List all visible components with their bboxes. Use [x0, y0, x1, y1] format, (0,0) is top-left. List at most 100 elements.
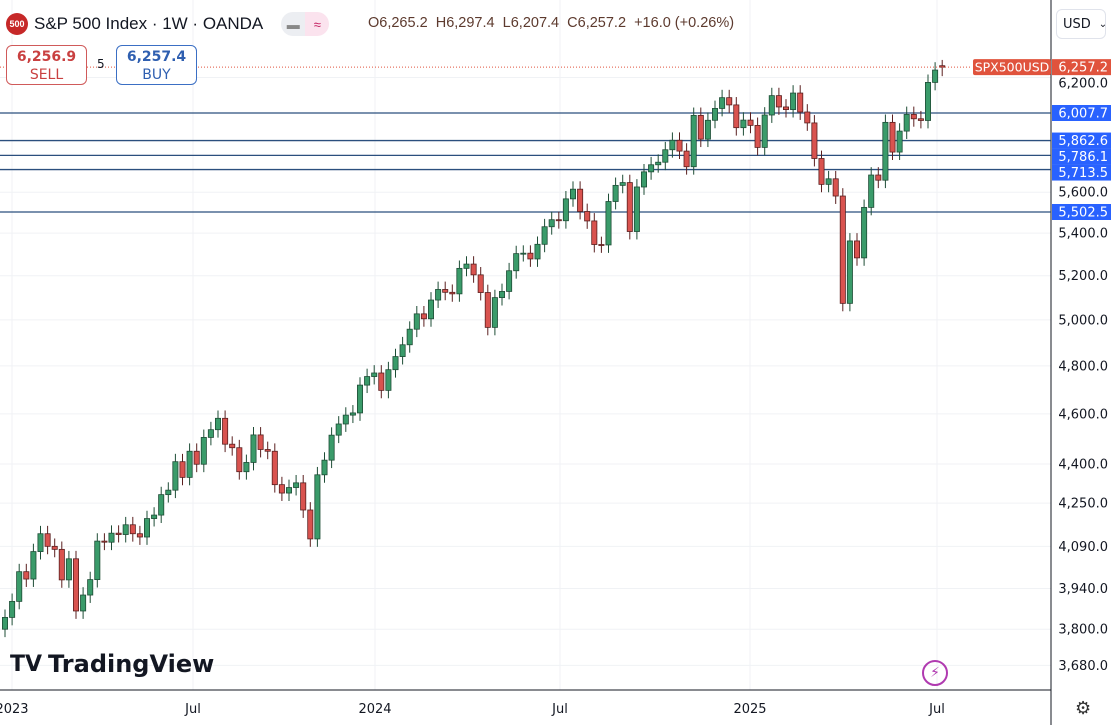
- candle[interactable]: [158, 486, 165, 523]
- candle[interactable]: [882, 114, 889, 189]
- candle[interactable]: [669, 132, 676, 158]
- candle[interactable]: [293, 474, 300, 496]
- candle[interactable]: [875, 167, 882, 189]
- candle[interactable]: [94, 533, 101, 588]
- candle[interactable]: [229, 436, 236, 456]
- candle[interactable]: [328, 427, 335, 469]
- candle[interactable]: [562, 190, 569, 229]
- candle[interactable]: [790, 85, 797, 118]
- candle[interactable]: [655, 154, 662, 173]
- sell-button[interactable]: 6,256.9 SELL: [6, 45, 87, 85]
- candle[interactable]: [584, 203, 591, 229]
- candle[interactable]: [214, 410, 221, 438]
- candle[interactable]: [108, 525, 115, 551]
- candle[interactable]: [612, 177, 619, 210]
- candle[interactable]: [250, 427, 257, 471]
- candle[interactable]: [925, 74, 932, 129]
- candle[interactable]: [200, 429, 207, 473]
- minus-icon[interactable]: ▬: [281, 12, 306, 36]
- candle[interactable]: [662, 141, 669, 171]
- candle[interactable]: [889, 114, 896, 160]
- candle[interactable]: [321, 452, 328, 483]
- candle[interactable]: [165, 482, 172, 503]
- candle[interactable]: [477, 266, 484, 301]
- candle[interactable]: [115, 525, 122, 543]
- candle[interactable]: [591, 213, 598, 253]
- candle[interactable]: [868, 167, 875, 216]
- candle[interactable]: [193, 443, 200, 473]
- candle[interactable]: [839, 188, 846, 312]
- candle[interactable]: [520, 245, 527, 262]
- candle[interactable]: [832, 170, 839, 204]
- candle[interactable]: [903, 106, 910, 140]
- candle[interactable]: [442, 281, 449, 301]
- candle[interactable]: [463, 256, 470, 277]
- lightning-icon[interactable]: ⚡: [922, 660, 948, 686]
- candle[interactable]: [2, 609, 8, 638]
- candle[interactable]: [775, 87, 782, 115]
- candle[interactable]: [861, 199, 868, 266]
- candle[interactable]: [399, 336, 406, 365]
- candle[interactable]: [456, 260, 463, 302]
- candle[interactable]: [690, 107, 697, 175]
- candle[interactable]: [37, 525, 44, 560]
- candle[interactable]: [910, 106, 917, 127]
- candle[interactable]: [626, 174, 633, 240]
- candle[interactable]: [804, 104, 811, 131]
- candle[interactable]: [364, 368, 371, 394]
- candle[interactable]: [548, 211, 555, 235]
- candle[interactable]: [633, 179, 640, 240]
- candle[interactable]: [896, 123, 903, 160]
- candle[interactable]: [349, 405, 356, 424]
- candle[interactable]: [740, 112, 747, 136]
- candle[interactable]: [420, 305, 427, 327]
- candle[interactable]: [704, 112, 711, 148]
- candle[interactable]: [846, 233, 853, 312]
- candle[interactable]: [619, 174, 626, 194]
- candle[interactable]: [129, 516, 136, 542]
- candle[interactable]: [378, 365, 385, 399]
- candle[interactable]: [285, 479, 292, 501]
- candle[interactable]: [307, 502, 314, 547]
- candle[interactable]: [768, 87, 775, 123]
- candle[interactable]: [818, 150, 825, 193]
- candle[interactable]: [754, 117, 761, 156]
- candle[interactable]: [761, 107, 768, 156]
- candle[interactable]: [783, 99, 790, 118]
- candle[interactable]: [641, 163, 648, 195]
- candle[interactable]: [733, 97, 740, 136]
- candle[interactable]: [427, 292, 434, 327]
- candle[interactable]: [598, 236, 605, 253]
- candle[interactable]: [648, 156, 655, 180]
- candle[interactable]: [16, 563, 23, 610]
- candle[interactable]: [605, 193, 612, 253]
- candle[interactable]: [719, 89, 726, 117]
- candle[interactable]: [527, 245, 534, 267]
- candle[interactable]: [470, 256, 477, 283]
- candle[interactable]: [172, 453, 179, 499]
- candle[interactable]: [712, 100, 719, 129]
- candle[interactable]: [932, 62, 939, 91]
- candle[interactable]: [491, 289, 498, 336]
- candle[interactable]: [51, 538, 58, 558]
- candle[interactable]: [9, 593, 16, 626]
- candle[interactable]: [207, 421, 214, 446]
- candle[interactable]: [570, 181, 577, 207]
- candle[interactable]: [683, 143, 690, 175]
- candle[interactable]: [697, 107, 704, 148]
- gear-icon[interactable]: ⚙: [1075, 698, 1092, 719]
- candle[interactable]: [136, 525, 143, 545]
- candle[interactable]: [179, 453, 186, 486]
- candle[interactable]: [392, 348, 399, 378]
- candle[interactable]: [80, 587, 87, 619]
- candle[interactable]: [122, 516, 129, 543]
- candle[interactable]: [58, 541, 65, 588]
- candle[interactable]: [676, 132, 683, 160]
- candle[interactable]: [30, 543, 37, 587]
- candle[interactable]: [342, 407, 349, 432]
- candle[interactable]: [356, 377, 363, 421]
- candle[interactable]: [101, 533, 108, 551]
- candle[interactable]: [811, 115, 818, 167]
- candle[interactable]: [498, 283, 505, 306]
